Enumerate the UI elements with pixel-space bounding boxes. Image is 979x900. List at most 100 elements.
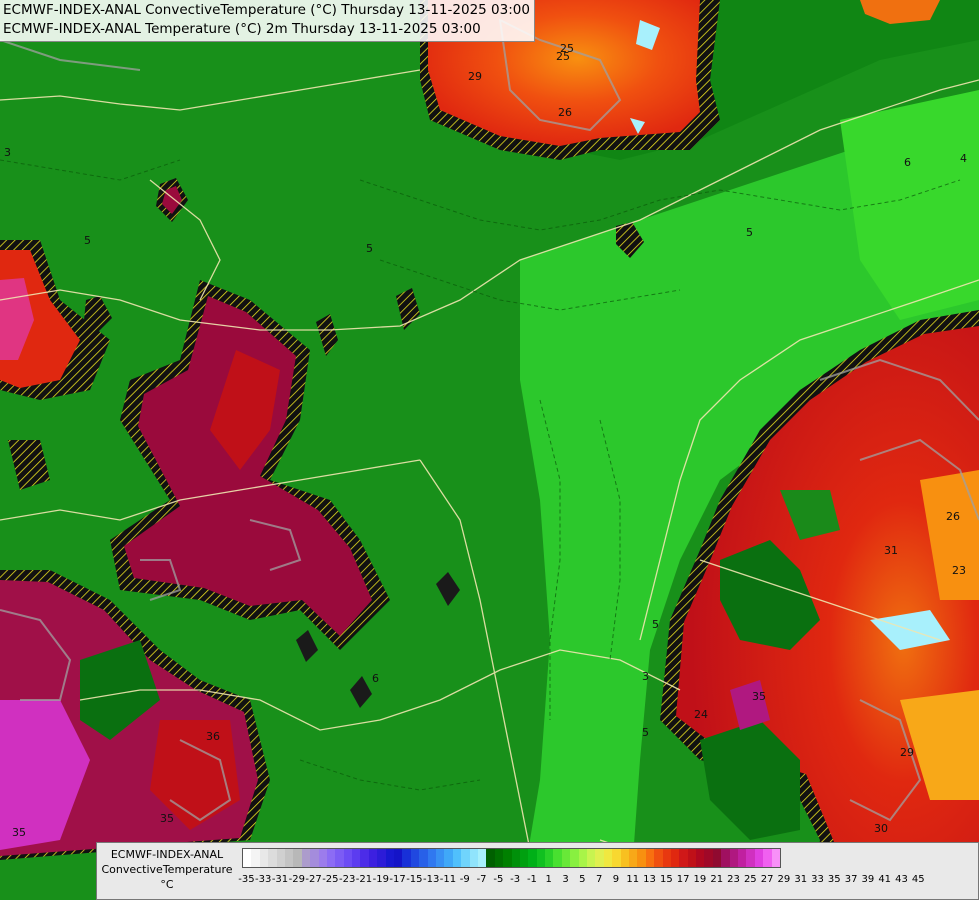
legend-swatch bbox=[704, 849, 713, 867]
contour-label: 25 bbox=[560, 42, 574, 55]
central-warm bbox=[124, 296, 372, 636]
legend-tick: -15 bbox=[406, 874, 423, 885]
contour-label: 26 bbox=[558, 106, 572, 119]
legend-swatch bbox=[469, 849, 478, 867]
contour-label: 23 bbox=[952, 564, 966, 577]
cold-cell bbox=[316, 314, 338, 356]
legend-swatch bbox=[293, 849, 302, 867]
contour-label: 4 bbox=[960, 152, 967, 165]
contour-label: 24 bbox=[694, 708, 708, 721]
contour-label: 36 bbox=[206, 730, 220, 743]
legend-swatch bbox=[477, 849, 487, 867]
legend-label: ECMWF-INDEX-ANAL ConvectiveTemperature °… bbox=[101, 847, 233, 892]
dashed-contours bbox=[0, 159, 961, 791]
legend-tick: -25 bbox=[322, 874, 339, 885]
legend-swatch bbox=[712, 849, 722, 867]
temperature-contours bbox=[0, 18, 979, 822]
legend-tick: 27 bbox=[760, 874, 774, 885]
country-borders bbox=[0, 69, 979, 900]
legend-swatch bbox=[301, 849, 311, 867]
legend-swatch bbox=[654, 849, 663, 867]
legend-swatch bbox=[519, 849, 529, 867]
legend-swatch bbox=[385, 849, 395, 867]
legend-swatch bbox=[243, 849, 252, 867]
legend-tick: 45 bbox=[911, 874, 925, 885]
legend-swatch bbox=[276, 849, 285, 867]
east-green-hole-2 bbox=[780, 490, 840, 540]
legend-tick: 19 bbox=[693, 874, 707, 885]
contour-label: 6 bbox=[904, 156, 911, 169]
legend-tick: -17 bbox=[389, 874, 406, 885]
legend-tick: -19 bbox=[372, 874, 389, 885]
legend-swatch bbox=[763, 849, 772, 867]
legend-swatch bbox=[335, 849, 344, 867]
legend-swatch bbox=[427, 849, 436, 867]
legend-unit: °C bbox=[160, 878, 174, 891]
north-cold-pocket bbox=[636, 20, 660, 50]
legend-tick: 35 bbox=[827, 874, 841, 885]
legend-swatch bbox=[738, 849, 747, 867]
legend-tick: 31 bbox=[794, 874, 808, 885]
legend-tick: -27 bbox=[305, 874, 322, 885]
contour-label: 26 bbox=[946, 510, 960, 523]
legend-tick: 29 bbox=[777, 874, 791, 885]
legend-swatch bbox=[561, 849, 571, 867]
legend-swatch bbox=[444, 849, 453, 867]
legend-tick: -3 bbox=[510, 874, 521, 885]
legend-swatch bbox=[645, 849, 655, 867]
legend-parameter: ConvectiveTemperature bbox=[101, 863, 233, 876]
contour-label: 5 bbox=[642, 726, 649, 739]
legend-swatch bbox=[284, 849, 294, 867]
legend-tick: -13 bbox=[422, 874, 440, 885]
legend-swatch bbox=[259, 849, 269, 867]
contour-label: 3 bbox=[642, 670, 649, 683]
legend-ticks: -35-33-31-29-27-25-23-21-19-17-15-13-11-… bbox=[238, 874, 927, 885]
legend-swatch bbox=[503, 849, 512, 867]
contour-label: 30 bbox=[874, 822, 888, 835]
legend-tick: 5 bbox=[579, 874, 586, 885]
legend-tick: 39 bbox=[861, 874, 875, 885]
legend-swatch bbox=[511, 849, 520, 867]
legend-tick: 41 bbox=[878, 874, 892, 885]
legend-swatch bbox=[721, 849, 730, 867]
legend-swatch bbox=[754, 849, 764, 867]
legend-swatch bbox=[394, 849, 403, 867]
legend-swatch bbox=[268, 849, 277, 867]
sw-green-hole bbox=[80, 640, 160, 740]
legend-tick: -21 bbox=[355, 874, 373, 885]
legend-tick: 3 bbox=[562, 874, 569, 885]
east-green-hole-3 bbox=[700, 720, 800, 840]
legend-swatch bbox=[746, 849, 755, 867]
legend-tick: -7 bbox=[476, 874, 487, 885]
legend-tick: -35 bbox=[238, 874, 255, 885]
east-magenta-patch bbox=[730, 680, 770, 730]
legend-tick: 7 bbox=[595, 874, 603, 885]
contour-label: 5 bbox=[746, 226, 753, 239]
cold-cell bbox=[84, 296, 112, 332]
legend-tick: 15 bbox=[659, 874, 673, 885]
legend-tick: 23 bbox=[727, 874, 740, 885]
legend-tick: -23 bbox=[339, 874, 356, 885]
contour-label: 25 bbox=[556, 50, 570, 63]
cold-cell bbox=[296, 630, 318, 662]
cold-cell bbox=[8, 440, 50, 490]
contour-label: 5 bbox=[652, 618, 659, 631]
legend-swatch bbox=[696, 849, 705, 867]
legend-swatch bbox=[687, 849, 697, 867]
legend-swatch bbox=[587, 849, 596, 867]
north-cold-pocket-2 bbox=[630, 118, 645, 134]
contour-label: 29 bbox=[900, 746, 914, 759]
legend-swatch bbox=[326, 849, 336, 867]
title-line-convective: ECMWF-INDEX-ANAL ConvectiveTemperature (… bbox=[3, 2, 530, 18]
contour-label: 29 bbox=[468, 70, 482, 83]
legend-swatch bbox=[553, 849, 562, 867]
legend-swatch bbox=[494, 849, 504, 867]
contour-label: 35 bbox=[160, 812, 174, 825]
legend-swatch bbox=[679, 849, 688, 867]
legend-swatch bbox=[402, 849, 411, 867]
legend-swatch bbox=[612, 849, 621, 867]
legend-tick: 1 bbox=[545, 874, 552, 885]
light-green-band bbox=[520, 120, 979, 900]
bright-green-band bbox=[840, 90, 979, 320]
legend-tick: 11 bbox=[626, 874, 640, 885]
